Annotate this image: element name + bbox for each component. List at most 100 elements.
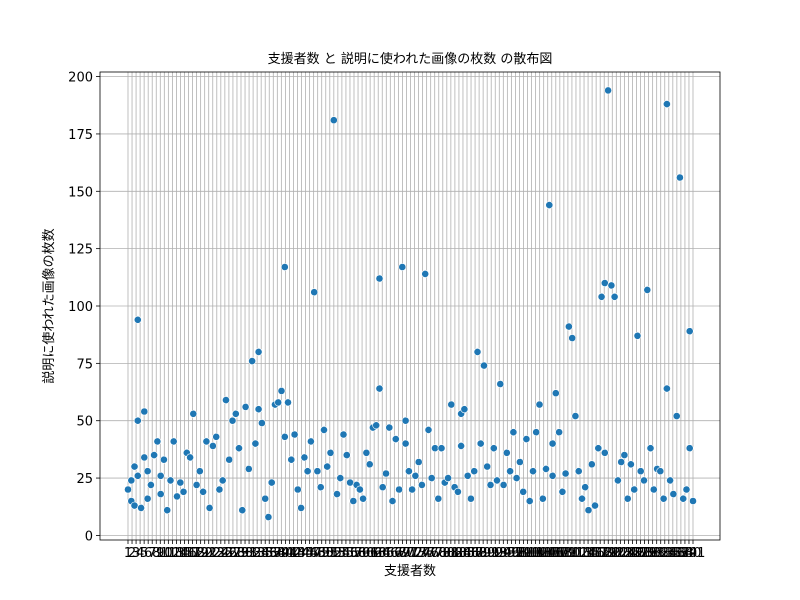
x-tick-label: 15	[176, 546, 193, 561]
data-point	[417, 480, 426, 489]
data-point	[682, 485, 691, 494]
x-tick-label: 47	[305, 546, 322, 561]
data-point	[137, 503, 145, 512]
x-tick-label: 14	[172, 546, 189, 561]
data-point	[372, 421, 381, 430]
data-point	[186, 453, 194, 462]
data-point	[355, 485, 364, 494]
x-tick-label: 21	[200, 546, 217, 561]
data-point	[427, 474, 436, 482]
data-point	[362, 448, 371, 457]
y-tick-label: 100	[68, 300, 93, 315]
x-tick-label: 119	[592, 546, 617, 561]
data-point	[323, 462, 332, 471]
x-tick-label: 139	[673, 546, 698, 561]
data-point	[431, 444, 439, 453]
data-point	[519, 487, 528, 496]
data-point	[522, 435, 531, 443]
x-tick-label: 141	[681, 546, 706, 561]
data-point	[447, 400, 456, 409]
x-tick-label: 90	[479, 546, 496, 561]
x-tick-label: 53	[330, 546, 347, 561]
x-axis: 1234567891011121314151617181920212223242…	[124, 540, 706, 561]
data-point	[124, 485, 132, 494]
x-tick-label: 31	[241, 546, 258, 561]
data-point	[489, 444, 498, 453]
data-point	[153, 437, 162, 446]
x-tick-label: 65	[378, 546, 395, 561]
data-point	[382, 469, 390, 478]
data-point	[248, 357, 256, 365]
x-tick-label: 55	[338, 546, 355, 561]
x-tick-label: 118	[588, 546, 613, 561]
x-tick-label: 95	[499, 546, 516, 561]
x-tick-label: 112	[564, 546, 589, 561]
data-point	[516, 458, 524, 466]
x-tick-label: 58	[350, 546, 367, 561]
data-point	[614, 476, 622, 485]
data-point	[587, 460, 596, 469]
data-point	[496, 380, 505, 388]
x-tick-label: 32	[245, 546, 262, 561]
x-tick-label: 37	[265, 546, 282, 561]
data-point	[424, 425, 433, 434]
data-point	[411, 471, 420, 480]
x-tick-label: 137	[664, 546, 689, 561]
x-tick-label: 10	[156, 546, 173, 561]
data-point	[336, 474, 345, 482]
x-tick-label: 22	[204, 546, 221, 561]
data-point	[538, 494, 547, 503]
x-tick-label: 129	[632, 546, 657, 561]
data-point	[293, 485, 302, 494]
data-point	[306, 437, 315, 446]
data-point	[208, 441, 217, 450]
data-point	[473, 347, 482, 356]
x-tick-label: 103	[527, 546, 552, 561]
data-point	[457, 441, 465, 450]
x-tick-label: 66	[382, 546, 399, 561]
x-tick-label: 61	[362, 546, 379, 561]
x-tick-label: 43	[289, 546, 306, 561]
x-tick-label: 13	[168, 546, 185, 561]
x-tick-label: 110	[555, 546, 580, 561]
x-tick-label: 99	[515, 546, 532, 561]
x-tick-label: 2	[128, 546, 136, 561]
x-tick-label: 92	[487, 546, 504, 561]
data-point	[453, 487, 462, 496]
data-point	[173, 492, 181, 501]
x-tick-label: 77	[426, 546, 443, 561]
x-tick-label: 121	[600, 546, 625, 561]
x-tick-label: 78	[430, 546, 447, 561]
x-tick-label: 125	[616, 546, 641, 561]
x-tick-label: 68	[390, 546, 407, 561]
x-tick-label: 72	[406, 546, 423, 561]
y-tick-label: 200	[68, 71, 93, 86]
x-tick-label: 76	[422, 546, 439, 561]
data-point	[640, 476, 648, 485]
x-tick-label: 6	[144, 546, 152, 561]
data-point	[506, 467, 514, 476]
x-tick-label: 11	[160, 546, 177, 561]
x-tick-label: 62	[366, 546, 383, 561]
x-tick-label: 60	[358, 546, 375, 561]
data-point	[574, 467, 583, 476]
data-point	[630, 485, 639, 494]
data-point	[623, 494, 632, 503]
data-point	[130, 462, 139, 471]
y-tick-label: 75	[76, 357, 93, 372]
data-point	[669, 490, 678, 498]
x-tick-label: 98	[511, 546, 528, 561]
data-point	[408, 485, 416, 494]
x-tick-label: 81	[443, 546, 460, 561]
x-tick-label: 52	[326, 546, 343, 561]
x-tick-label: 33	[249, 546, 266, 561]
x-tick-label: 17	[184, 546, 201, 561]
x-tick-label: 20	[196, 546, 213, 561]
x-tick-label: 73	[410, 546, 427, 561]
data-point	[346, 478, 354, 487]
data-point	[385, 423, 394, 432]
x-tick-label: 45	[297, 546, 314, 561]
data-point	[277, 386, 286, 395]
data-point	[280, 263, 289, 271]
data-point	[600, 448, 609, 457]
